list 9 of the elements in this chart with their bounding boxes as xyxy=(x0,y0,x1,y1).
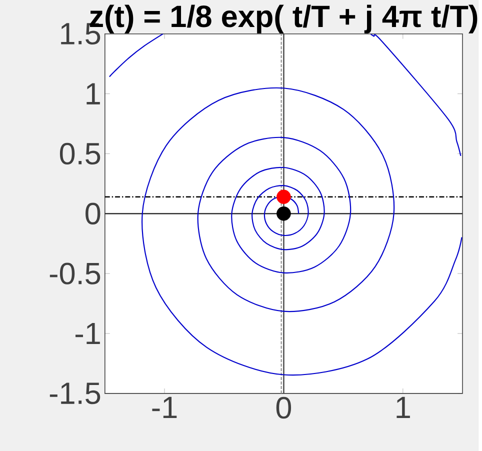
y-tick-label: 0 xyxy=(86,202,100,225)
y-tick-label: 0.5 xyxy=(60,142,100,165)
y-tick-label: 1 xyxy=(86,83,100,104)
x-tick-label: -1 xyxy=(152,396,177,418)
x-tick-label: 0 xyxy=(276,396,292,419)
y-tick-label: -0.5 xyxy=(50,262,100,284)
x-tick-label: 1 xyxy=(396,396,410,418)
y-tick-label: -1.5 xyxy=(50,382,100,404)
y-tick-label: -1 xyxy=(75,322,100,344)
